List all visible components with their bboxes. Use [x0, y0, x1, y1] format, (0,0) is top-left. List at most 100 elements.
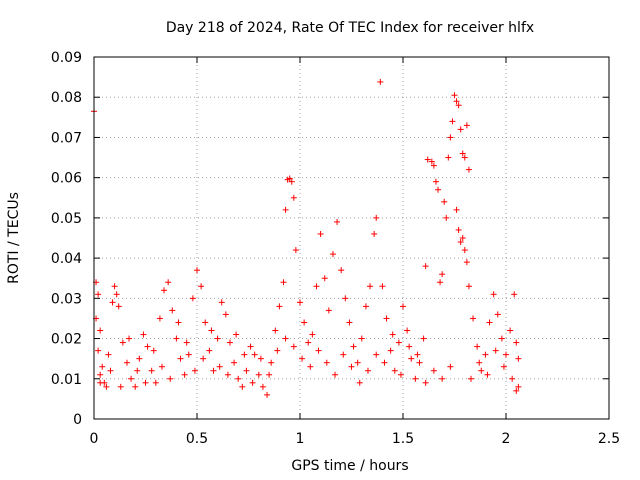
data-point	[465, 283, 472, 290]
data-point	[476, 359, 483, 366]
data-point	[424, 156, 431, 163]
x-tick-label: 0.5	[186, 431, 208, 447]
data-point	[377, 78, 384, 85]
data-point	[356, 379, 363, 386]
data-point	[109, 299, 116, 306]
data-point	[408, 355, 415, 362]
data-point	[354, 359, 361, 366]
data-point	[126, 335, 133, 342]
data-point	[400, 303, 406, 310]
data-point	[457, 239, 464, 246]
data-point	[200, 355, 207, 362]
y-tick-label: 0.08	[51, 90, 82, 106]
x-tick-label: 0	[90, 431, 99, 447]
data-point	[156, 315, 163, 322]
data-point	[422, 263, 429, 270]
y-tick-label: 0.05	[51, 211, 82, 227]
data-point	[185, 351, 192, 358]
data-point	[226, 339, 233, 346]
data-point	[222, 311, 229, 318]
data-point	[99, 363, 106, 370]
data-point	[140, 331, 147, 338]
data-point	[231, 359, 238, 366]
x-tick-label: 2.5	[598, 431, 620, 447]
data-point	[449, 118, 456, 125]
data-point	[309, 331, 316, 338]
data-point	[459, 235, 466, 241]
data-point	[490, 291, 497, 298]
y-tick-label: 0.06	[51, 171, 82, 187]
data-point	[430, 367, 437, 374]
data-point	[474, 343, 481, 350]
data-point	[461, 247, 468, 254]
data-point	[338, 267, 345, 274]
y-axis: 0 0.01 0.02 0.03 0.04 0.05 0.06 0.07 0.08 0.09	[51, 50, 609, 428]
data-point	[439, 375, 446, 382]
x-axis-label: GPS time / hours	[291, 458, 408, 474]
data-point	[105, 351, 112, 358]
data-point	[406, 343, 413, 350]
data-point	[381, 359, 388, 366]
data-point	[297, 299, 303, 306]
data-point	[455, 102, 462, 109]
data-point	[123, 359, 130, 366]
data-point	[503, 351, 509, 358]
data-point	[95, 347, 102, 354]
data-point	[280, 279, 287, 286]
data-point	[167, 375, 174, 382]
plot-frame	[93, 56, 610, 420]
data-point	[513, 339, 520, 346]
data-point	[169, 307, 176, 314]
x-tick-label: 1.5	[392, 431, 414, 447]
data-point	[371, 230, 378, 237]
data-point	[412, 375, 419, 382]
data-point	[142, 379, 149, 386]
data-point	[282, 335, 289, 342]
data-point	[307, 363, 314, 370]
data-point	[383, 315, 390, 322]
data-point	[97, 371, 104, 378]
data-point	[268, 359, 275, 366]
data-point	[239, 383, 246, 390]
data-point	[342, 295, 349, 302]
data-point	[515, 355, 522, 362]
data-point	[486, 319, 493, 326]
y-tick-label: 0	[73, 412, 82, 428]
data-point	[276, 303, 283, 310]
data-point	[484, 371, 491, 378]
data-point	[210, 367, 217, 374]
data-point	[387, 347, 394, 354]
data-point	[373, 214, 380, 221]
data-point	[191, 367, 198, 374]
data-point	[216, 363, 223, 370]
data-point	[152, 379, 159, 386]
data-point	[198, 283, 205, 290]
data-point	[290, 343, 297, 350]
data-point	[453, 206, 460, 213]
data-point	[301, 319, 308, 326]
data-point	[286, 175, 293, 182]
data-point	[511, 291, 518, 298]
data-point	[443, 214, 450, 221]
data-point	[346, 319, 353, 326]
data-point	[249, 379, 256, 386]
data-point	[451, 92, 458, 99]
data-point	[272, 327, 279, 334]
data-point	[432, 178, 439, 185]
chart-title: Day 218 of 2024, Rate Of TEC Index for r…	[166, 20, 534, 36]
data-point	[233, 331, 240, 338]
data-point	[292, 247, 299, 254]
data-point	[266, 371, 273, 378]
data-point	[113, 291, 120, 298]
data-point	[206, 347, 213, 354]
data-point	[441, 198, 448, 205]
data-points	[91, 78, 522, 398]
data-point	[218, 299, 225, 306]
data-point	[463, 122, 470, 129]
y-tick-label: 0.07	[51, 130, 82, 146]
data-point	[420, 335, 427, 342]
data-point	[482, 351, 489, 358]
data-point	[255, 371, 262, 378]
data-point	[340, 351, 347, 358]
data-point	[329, 251, 336, 258]
